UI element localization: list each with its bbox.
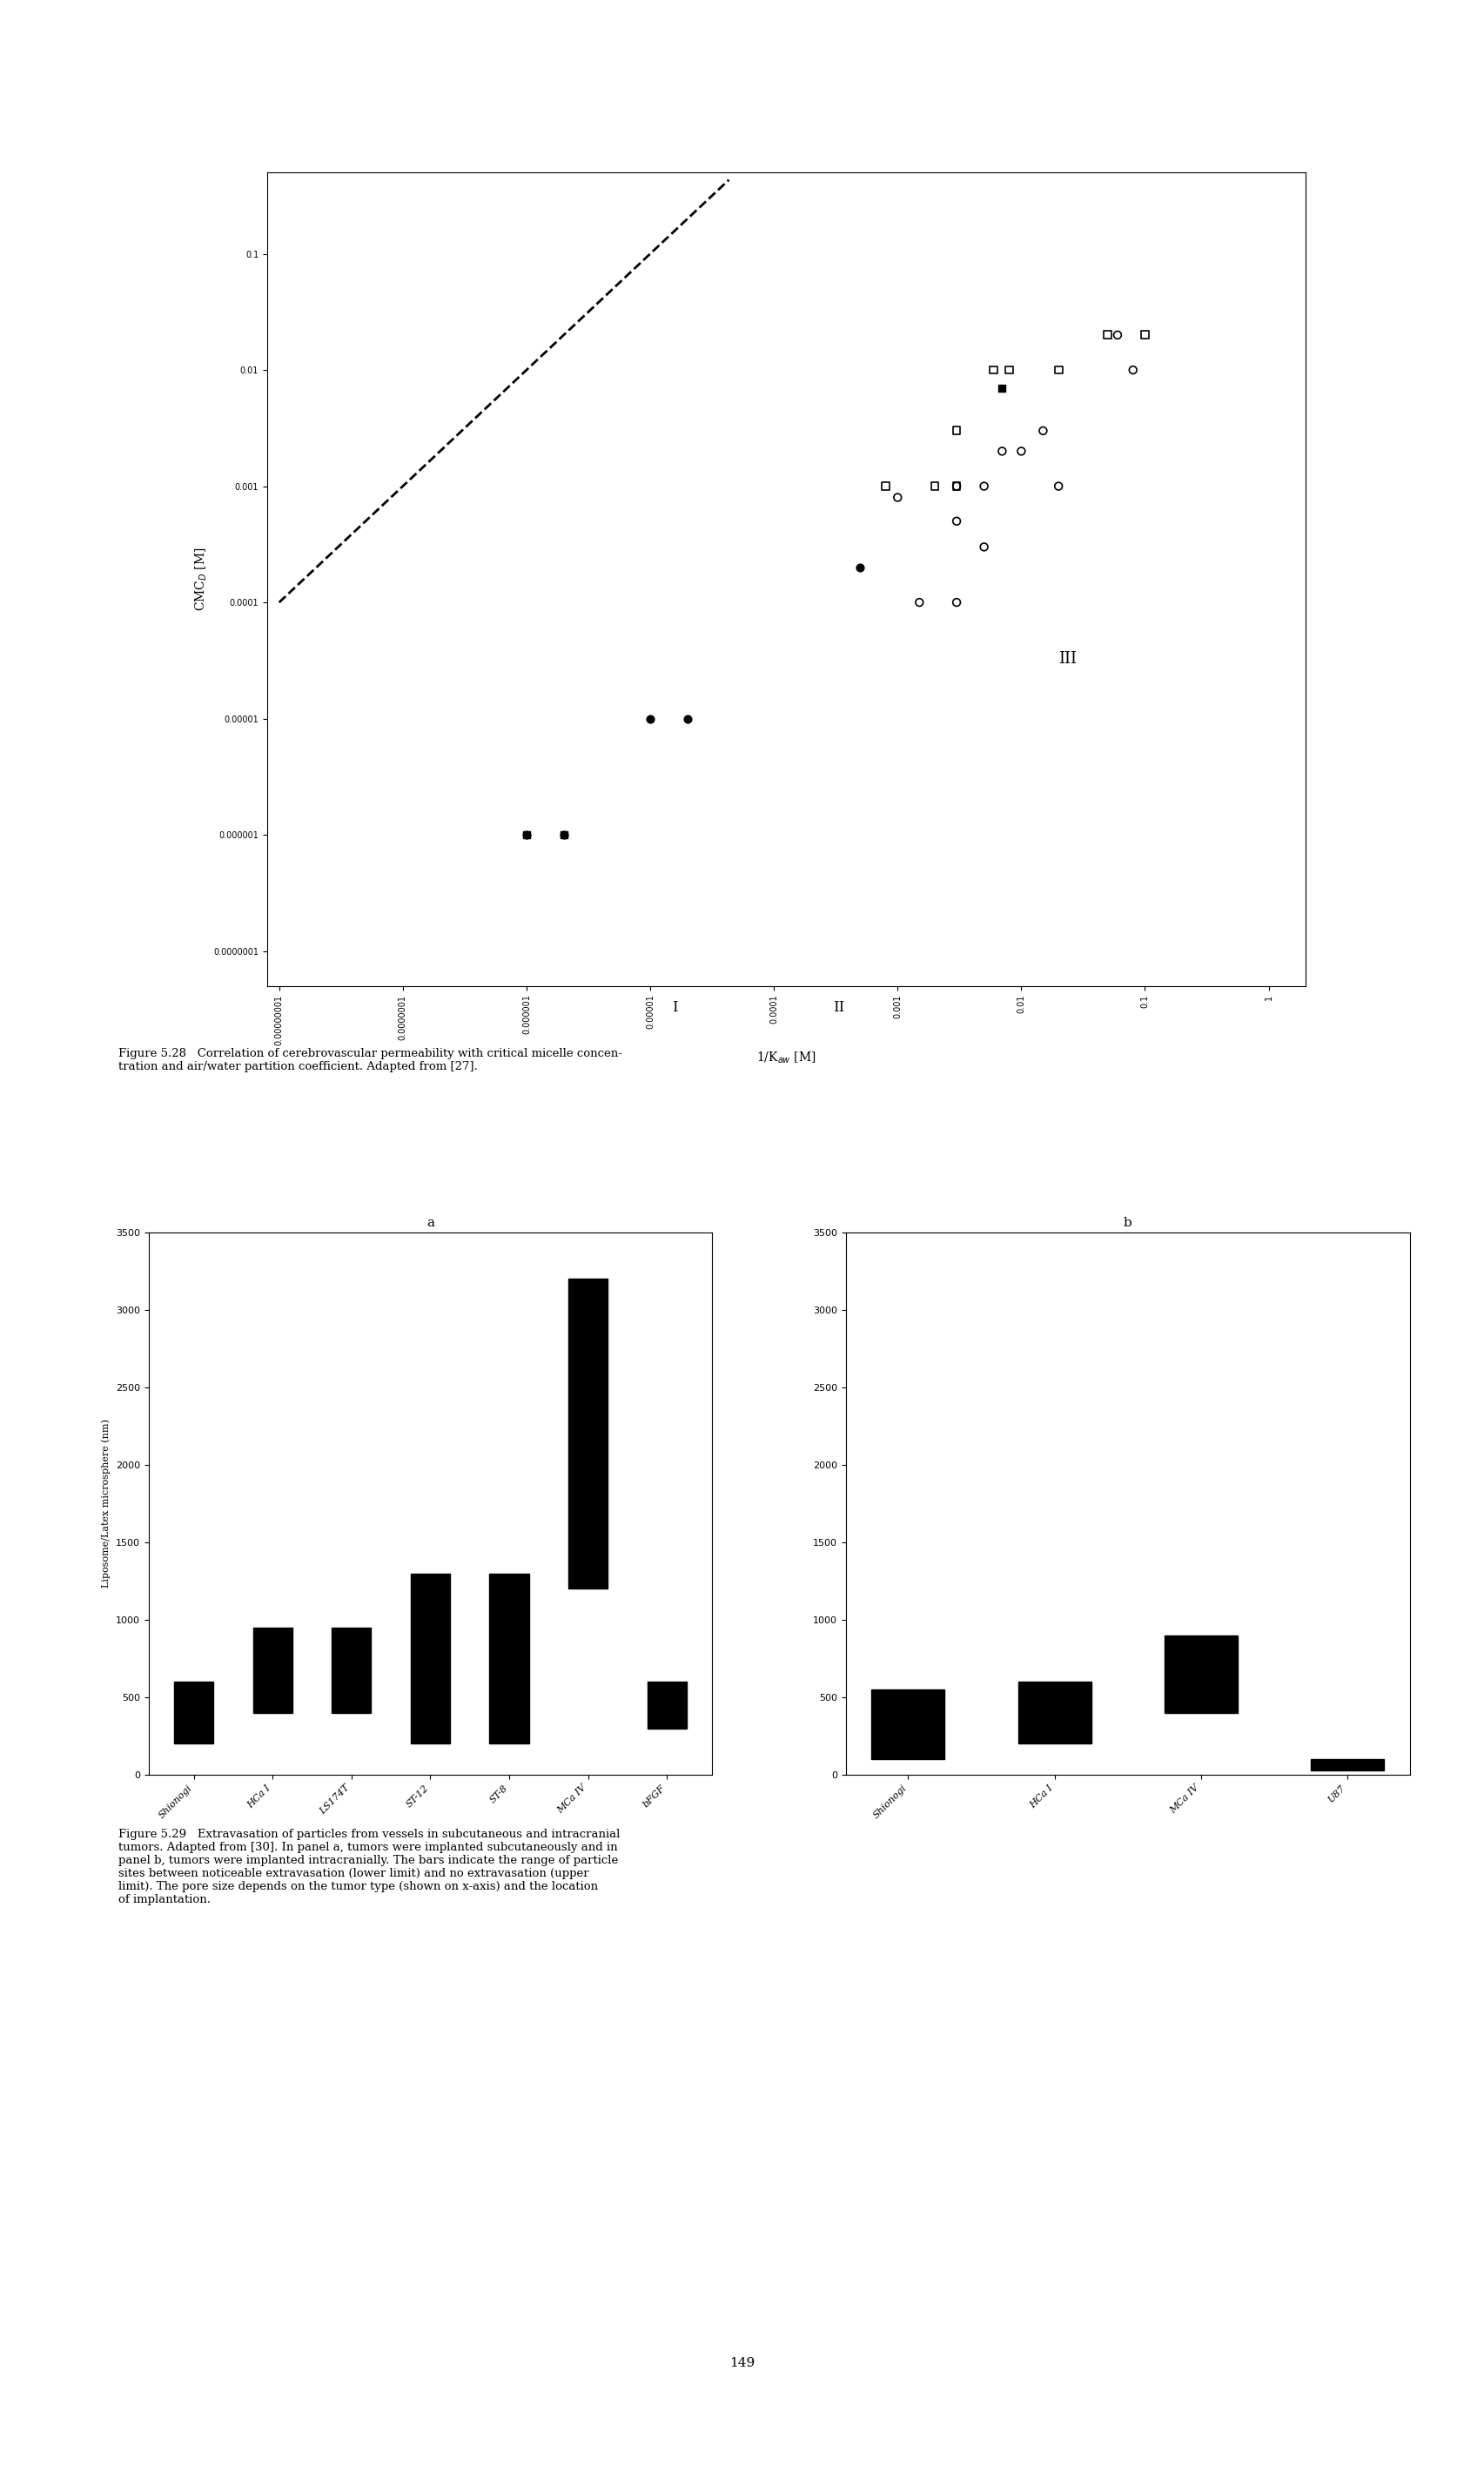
Y-axis label: CMC$_D$ [M]: CMC$_D$ [M] bbox=[193, 547, 209, 611]
Point bbox=[1095, 316, 1119, 355]
Text: III: III bbox=[1058, 651, 1077, 666]
Point bbox=[908, 582, 932, 621]
Bar bbox=[1310, 1760, 1385, 1770]
Point bbox=[982, 350, 1006, 389]
Bar bbox=[1018, 1681, 1091, 1743]
Point bbox=[1120, 350, 1144, 389]
Point bbox=[990, 431, 1014, 471]
Point bbox=[945, 412, 969, 451]
Text: Figure 5.28   Correlation of cerebrovascular permeability with critical micelle : Figure 5.28 Correlation of cerebrovascul… bbox=[119, 1048, 623, 1072]
Bar bbox=[252, 1627, 292, 1713]
Point bbox=[945, 466, 969, 505]
Bar bbox=[490, 1573, 528, 1743]
Point bbox=[638, 700, 662, 739]
Point bbox=[972, 466, 996, 505]
Point bbox=[1046, 350, 1070, 389]
Point bbox=[849, 547, 873, 587]
Point bbox=[1031, 412, 1055, 451]
Point bbox=[990, 367, 1014, 407]
X-axis label: 1/K$_{aw}$ [M]: 1/K$_{aw}$ [M] bbox=[757, 1050, 816, 1065]
Point bbox=[997, 350, 1021, 389]
Point bbox=[675, 700, 699, 739]
Point bbox=[874, 466, 898, 505]
Bar bbox=[411, 1573, 450, 1743]
Bar bbox=[1165, 1634, 1238, 1713]
Text: II: II bbox=[833, 1001, 844, 1016]
Text: Figure 5.29   Extravasation of particles from vessels in subcutaneous and intrac: Figure 5.29 Extravasation of particles f… bbox=[119, 1829, 620, 1905]
Bar bbox=[332, 1627, 371, 1713]
Bar bbox=[871, 1689, 945, 1760]
Point bbox=[945, 466, 969, 505]
Point bbox=[1134, 316, 1158, 355]
Bar bbox=[647, 1681, 687, 1728]
Point bbox=[1106, 316, 1129, 355]
Title: a: a bbox=[426, 1218, 435, 1230]
Point bbox=[1009, 431, 1033, 471]
Point bbox=[552, 816, 576, 855]
Point bbox=[972, 528, 996, 567]
Point bbox=[923, 466, 947, 505]
Point bbox=[515, 816, 539, 855]
Y-axis label: Liposome/Latex microsphere (nm): Liposome/Latex microsphere (nm) bbox=[101, 1420, 111, 1587]
Point bbox=[515, 816, 539, 855]
Point bbox=[945, 582, 969, 621]
Bar bbox=[174, 1681, 214, 1743]
Point bbox=[552, 816, 576, 855]
Point bbox=[945, 500, 969, 540]
Text: 149: 149 bbox=[729, 2357, 755, 2369]
Point bbox=[886, 478, 910, 518]
Title: b: b bbox=[1123, 1218, 1132, 1230]
Point bbox=[1046, 466, 1070, 505]
Text: I: I bbox=[672, 1001, 678, 1016]
Bar bbox=[568, 1279, 608, 1590]
